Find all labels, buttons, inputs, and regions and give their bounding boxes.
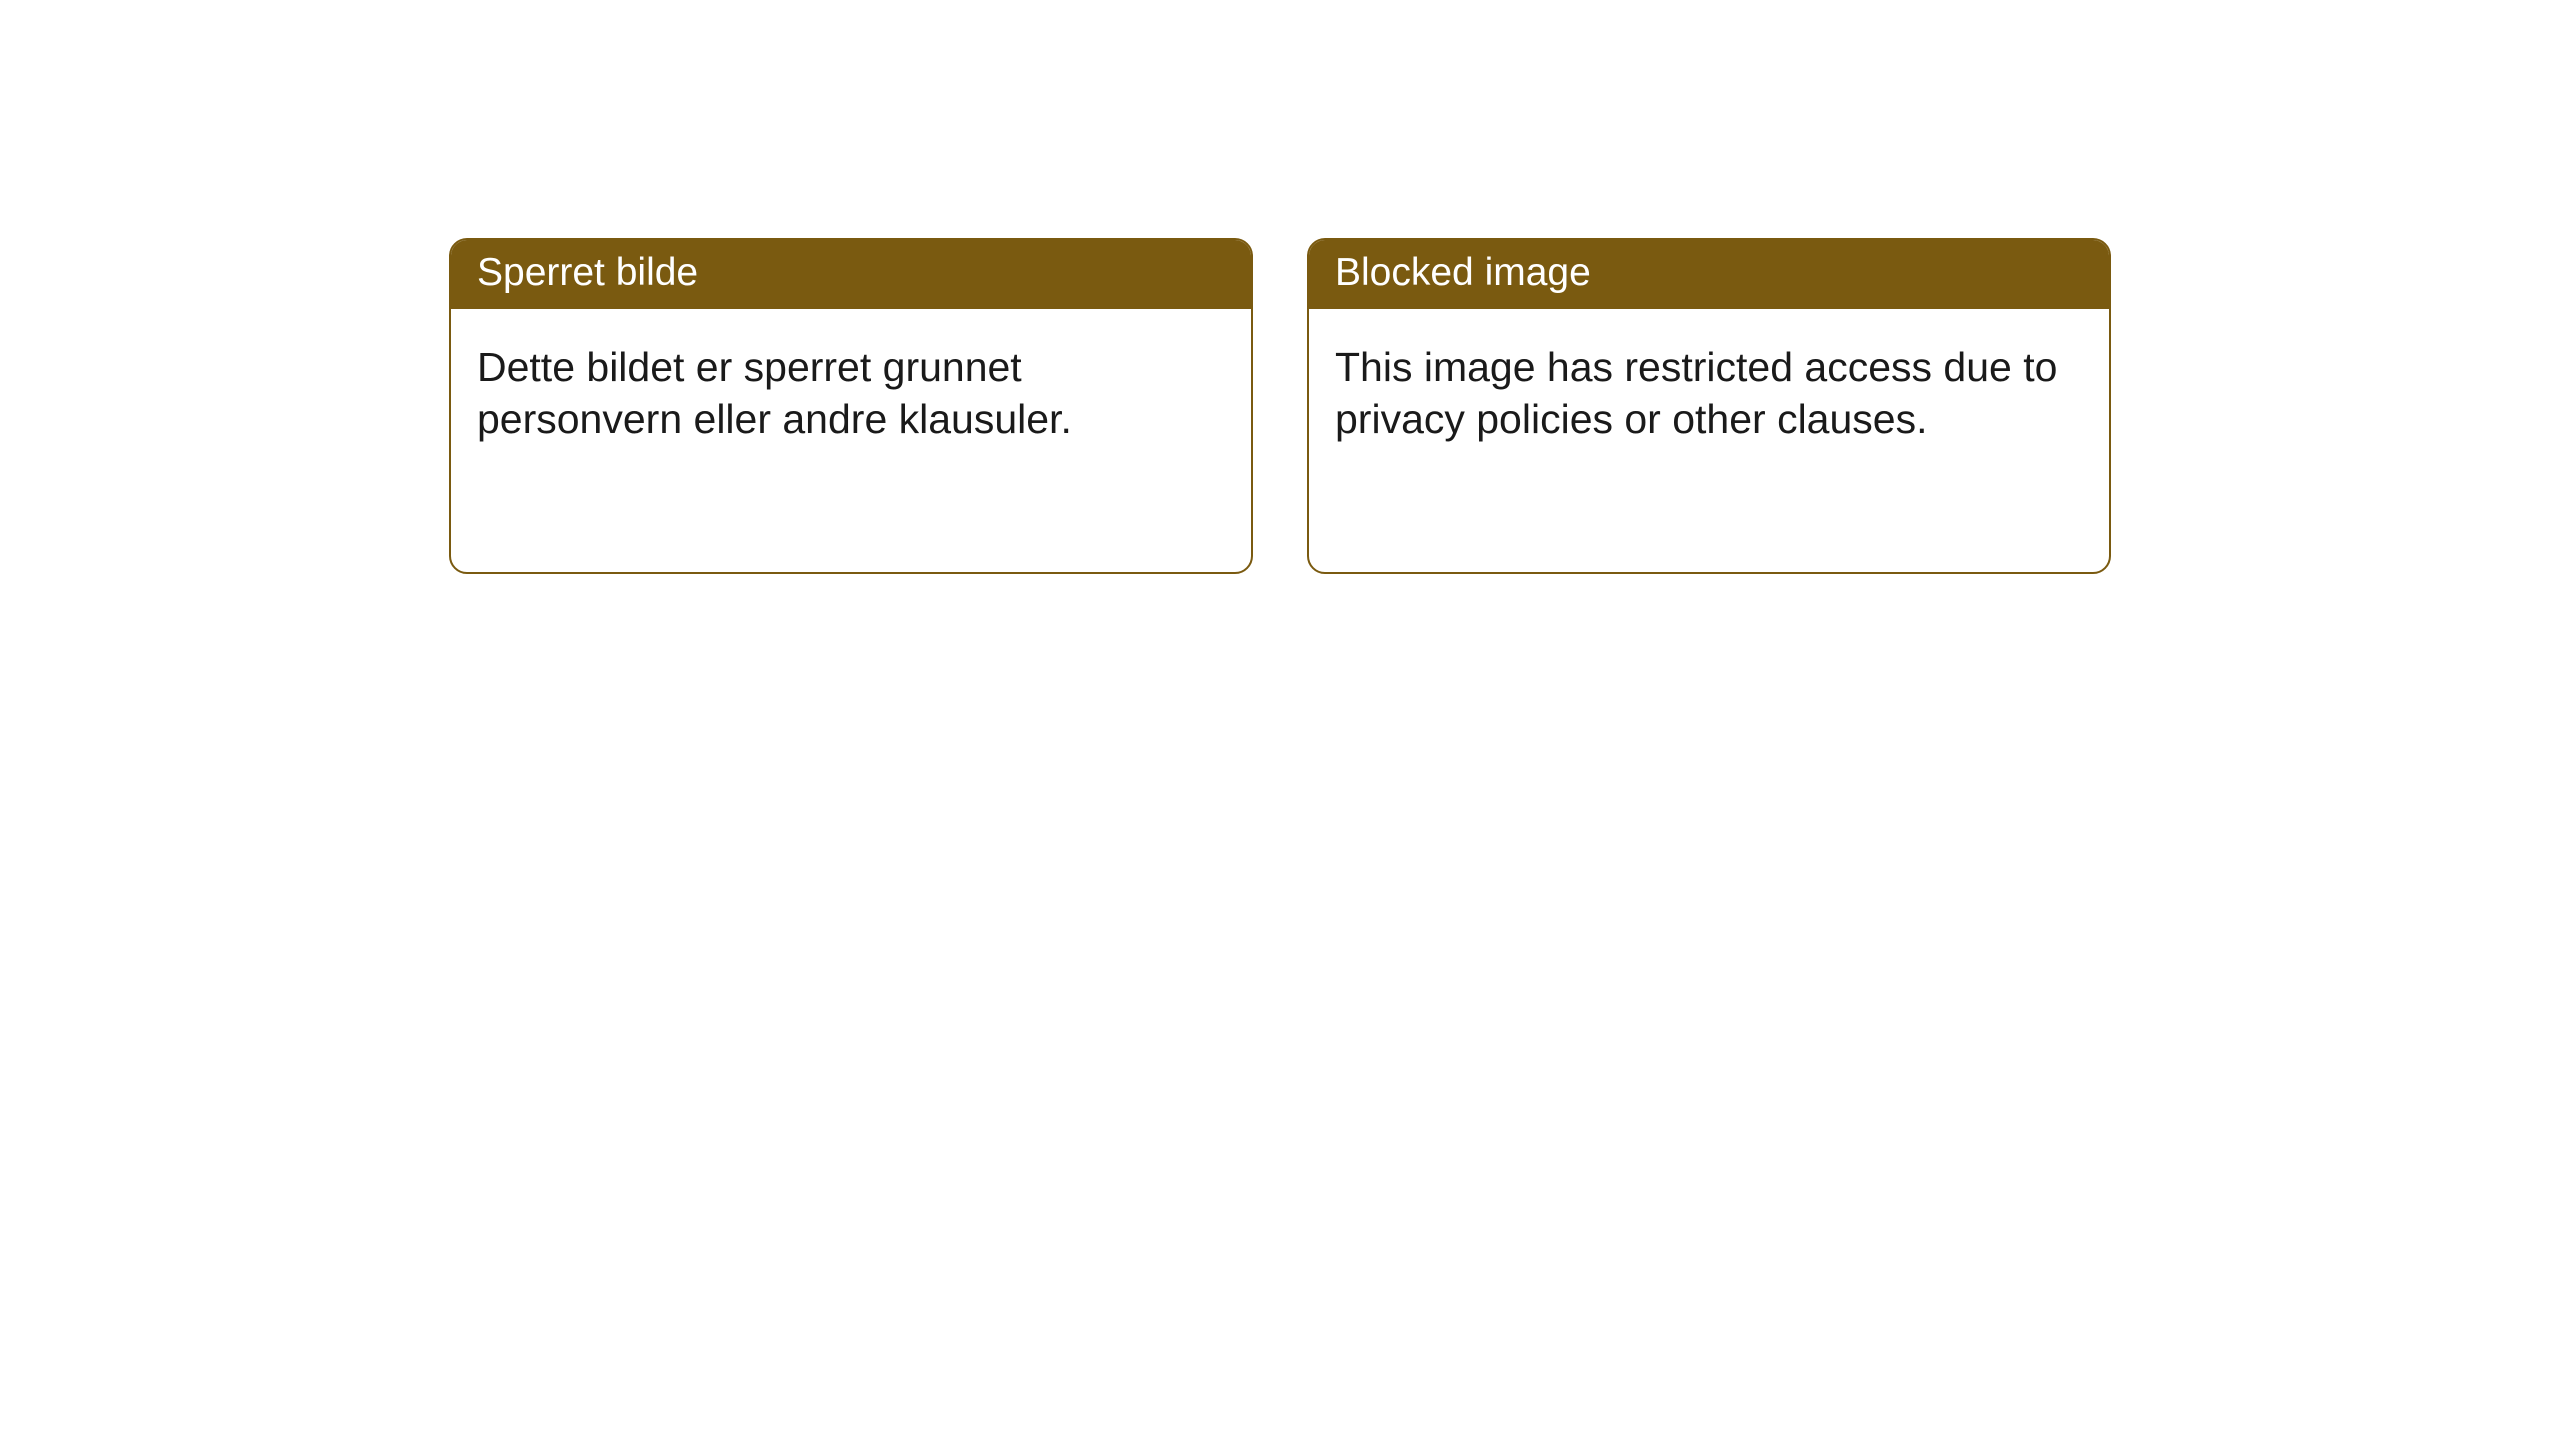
card-header: Blocked image <box>1309 240 2109 309</box>
card-body: Dette bildet er sperret grunnet personve… <box>451 309 1251 465</box>
card-body: This image has restricted access due to … <box>1309 309 2109 465</box>
notice-container: Sperret bilde Dette bildet er sperret gr… <box>0 0 2560 574</box>
blocked-image-card-en: Blocked image This image has restricted … <box>1307 238 2111 574</box>
blocked-image-card-no: Sperret bilde Dette bildet er sperret gr… <box>449 238 1253 574</box>
card-header: Sperret bilde <box>451 240 1251 309</box>
